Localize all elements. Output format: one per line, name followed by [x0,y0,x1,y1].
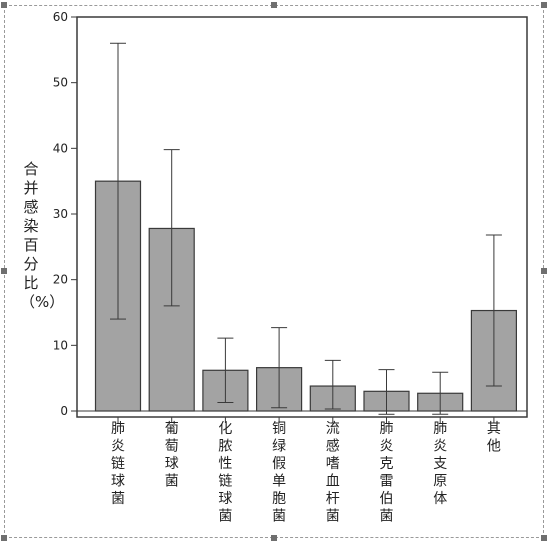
resize-handle-bottom-center[interactable] [271,535,277,541]
y-tick-label: 40 [53,141,68,155]
resize-handle-middle-left[interactable] [1,268,7,274]
y-tick-label: 60 [53,10,68,24]
resize-handle-bottom-right[interactable] [541,535,547,541]
resize-handle-bottom-left[interactable] [1,535,7,541]
x-tick-label: 铜绿假单胞菌 [272,421,286,525]
y-tick-label: 50 [53,76,68,90]
x-tick-label: 流感嗜血杆菌 [326,421,340,525]
x-tick-label: 肺炎支原体 [433,421,447,507]
plot-frame [76,16,528,418]
y-tick-label: 30 [53,207,68,221]
resize-handle-middle-right[interactable] [541,268,547,274]
x-tick-label: 其他 [487,421,501,455]
x-tick-label: 肺炎链球菌 [111,421,125,507]
x-tick-label: 葡萄球菌 [165,421,179,490]
x-tick-label: 肺炎克雷伯菌 [380,421,394,525]
x-tick-label: 化脓性链球菌 [218,421,232,525]
y-tick-label: 20 [53,273,68,287]
y-tick-label: 0 [60,404,68,418]
y-tick-label: 10 [53,338,68,352]
resize-handle-top-right[interactable] [541,2,547,8]
resize-handle-top-center[interactable] [271,2,277,8]
resize-handle-top-left[interactable] [1,2,7,8]
